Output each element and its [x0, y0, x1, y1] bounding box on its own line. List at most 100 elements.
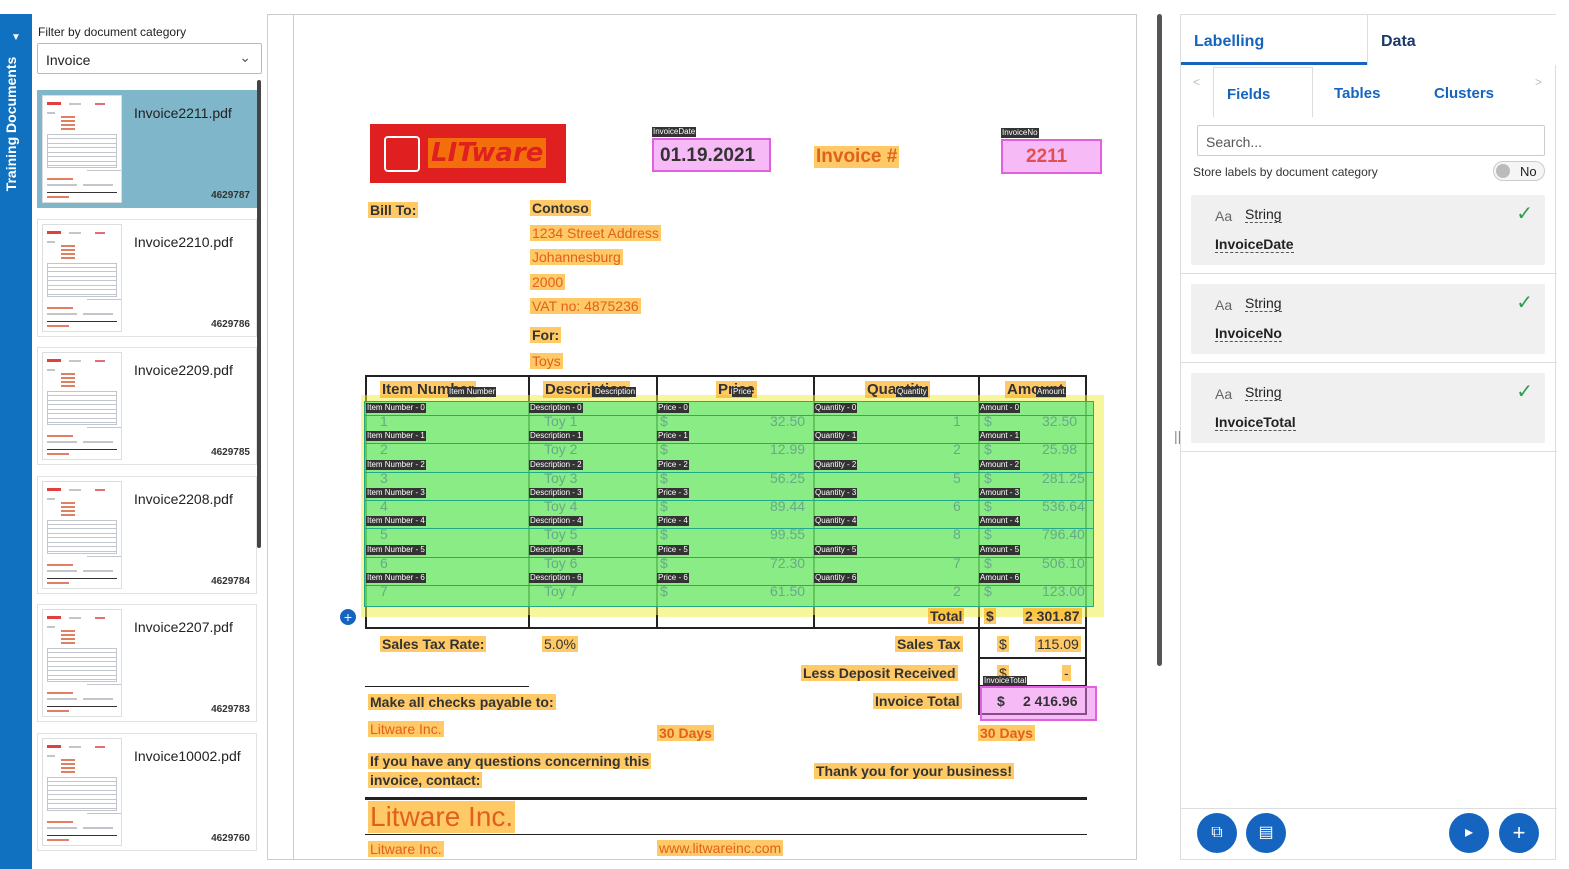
thumb-line [61, 385, 75, 387]
field-divider [1181, 362, 1557, 363]
row-tag: Quantity - 4 [814, 516, 858, 527]
thumb-line [61, 630, 75, 632]
document-card[interactable]: Invoice2210.pdf 4629786 [37, 218, 257, 337]
thumb-line [47, 284, 117, 286]
pin-icon[interactable]: ▼ [11, 32, 21, 43]
field-type[interactable]: String [1245, 295, 1282, 312]
row-item: 5 [380, 526, 388, 543]
row-tag: Price - 3 [657, 487, 689, 498]
document-thumbnail [42, 480, 122, 589]
field-card[interactable]: Aa String InvoiceNo ✓ [1191, 284, 1545, 354]
thumb-line [47, 670, 117, 671]
filter-label: Filter by document category [38, 25, 187, 39]
table-row-line [364, 471, 1094, 473]
thumb-line [47, 289, 117, 290]
row-tag: Description - 3 [529, 487, 583, 498]
thumb-line [47, 834, 117, 836]
less-deposit-value: - [1062, 665, 1071, 681]
chevron-right-icon[interactable]: > [1535, 75, 1543, 89]
field-type[interactable]: String [1245, 206, 1282, 223]
table-col-line [528, 615, 530, 629]
thumb-line [47, 581, 69, 584]
thumb-table [47, 776, 117, 811]
row-tag: Item Number - 5 [366, 544, 426, 555]
thumb-line [47, 698, 77, 700]
tab-labelling[interactable]: Labelling [1181, 15, 1367, 65]
thumb-line [47, 710, 69, 712]
thumb-table [47, 391, 117, 425]
row-tag: Quantity - 5 [814, 544, 858, 555]
row-price: 32.50 [770, 413, 806, 429]
thumb-logo [47, 359, 61, 362]
row-amount: 123.00 [1042, 582, 1085, 599]
document-name: Invoice2207.pdf [134, 619, 233, 635]
list-scrollbar[interactable] [257, 80, 261, 548]
viewer-scrollbar[interactable] [1157, 14, 1162, 666]
thumb-line [47, 178, 73, 180]
resize-handle-icon[interactable]: || [1174, 428, 1182, 444]
payment-days: 30 Days [657, 725, 714, 741]
table-header-tag: Price [732, 387, 753, 397]
thumb-line [47, 312, 77, 315]
row-tag: Price - 4 [657, 516, 689, 527]
thumb-line [61, 509, 75, 512]
thumb-logo [47, 230, 61, 234]
add-row-button[interactable]: + [340, 609, 356, 625]
total-value: 2 301.87 [1023, 608, 1082, 624]
document-card[interactable]: Invoice2208.pdf 4629784 [37, 475, 257, 594]
thumb-line [61, 766, 75, 769]
field-card[interactable]: Aa String InvoiceTotal ✓ [1191, 373, 1545, 443]
category-filter-select[interactable]: Invoice ⌄ [37, 43, 262, 74]
subtab-tables[interactable]: Tables [1334, 85, 1381, 102]
store-labels-toggle[interactable]: No [1493, 161, 1545, 181]
thumb-table [47, 262, 117, 297]
row-tag: Description - 2 [529, 459, 583, 470]
thumb-line [47, 320, 117, 322]
thumb-line [47, 820, 73, 823]
tab-data[interactable]: Data [1367, 15, 1557, 65]
field-name[interactable]: InvoiceNo [1215, 325, 1282, 342]
thumb-line [47, 399, 117, 401]
chevron-left-icon[interactable]: < [1193, 75, 1201, 89]
document-card[interactable]: Invoice2209.pdf 4629785 [37, 347, 257, 465]
add-icon[interactable]: + [1499, 813, 1539, 853]
signature-line [365, 686, 529, 687]
thumb-line [47, 537, 117, 538]
logo-mark [384, 136, 420, 172]
footer-company: Litware Inc. [368, 841, 444, 857]
invoice-label: Invoice # [814, 146, 900, 168]
thumb-line [47, 404, 117, 405]
row-currency: $ [984, 582, 992, 599]
subtab-clusters[interactable]: Clusters [1434, 85, 1495, 102]
thumb-line [61, 505, 75, 508]
play-icon[interactable]: ▸ [1449, 813, 1489, 853]
subtab-fields[interactable]: Fields [1213, 67, 1313, 117]
less-deposit-label: Less Deposit Received [801, 665, 958, 681]
copy-icon[interactable]: ⧉ [1197, 813, 1237, 853]
training-documents-rail[interactable]: ▼ Training Documents [0, 14, 32, 869]
row-currency: $ [984, 554, 992, 571]
row-price: 99.55 [770, 526, 806, 543]
clipboard-icon[interactable]: ▤ [1246, 813, 1286, 853]
field-name[interactable]: InvoiceDate [1215, 236, 1294, 253]
row-tag: Item Number - 1 [366, 431, 426, 442]
thumb-line [47, 652, 117, 653]
document-card[interactable]: Invoice2207.pdf 4629783 [37, 604, 257, 722]
field-name[interactable]: InvoiceTotal [1215, 414, 1296, 431]
search-input[interactable]: Search... [1197, 125, 1545, 156]
table-header-tag: Item Number [448, 387, 497, 397]
field-type[interactable]: String [1245, 384, 1282, 401]
thumb-line [61, 377, 75, 379]
thumb-line [61, 758, 75, 761]
document-card[interactable]: Invoice10002.pdf 4629760 [37, 732, 257, 851]
invoice-total-label: Invoice Total [873, 693, 962, 709]
field-card[interactable]: Aa String InvoiceDate ✓ [1191, 195, 1545, 265]
thumb-line [61, 381, 75, 383]
row-desc: Toy 7 [544, 582, 578, 599]
row-item: 2 [380, 441, 388, 458]
check-icon: ✓ [1516, 292, 1533, 314]
check-icon: ✓ [1516, 381, 1533, 403]
thumb-line [47, 306, 73, 309]
thumb-line [61, 120, 75, 122]
document-card[interactable]: Invoice2211.pdf 4629787 [37, 90, 257, 208]
